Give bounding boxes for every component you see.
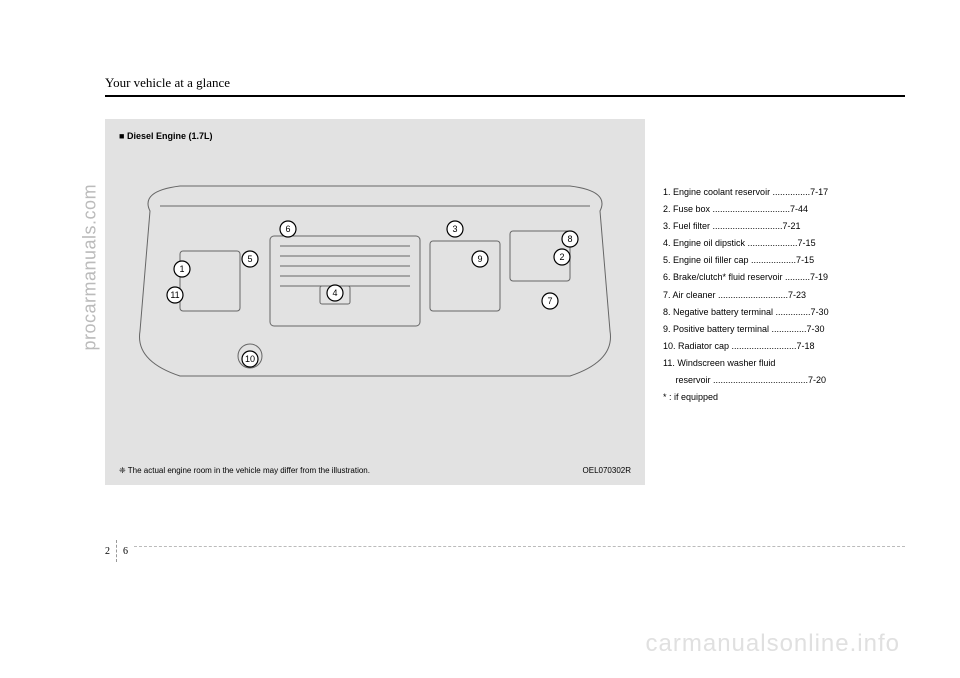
page-title: Your vehicle at a glance	[105, 75, 905, 97]
callout-label-6: 6	[285, 224, 290, 234]
chapter-number: 2	[105, 546, 114, 557]
list-item: 8. Negative battery terminal ...........…	[663, 304, 903, 321]
footnote-text: The actual engine room in the vehicle ma…	[128, 466, 370, 475]
engine-label: ■ Diesel Engine (1.7L)	[119, 131, 631, 141]
list-item: 11. Windscreen washer fluid reservoir ..…	[663, 355, 903, 389]
footer-dashed-line	[134, 546, 905, 547]
callout-label-3: 3	[452, 224, 457, 234]
figure-panel: ■ Diesel Engine (1.7L) 1 2 3	[105, 119, 645, 485]
list-item: 3. Fuel filter .........................…	[663, 218, 903, 235]
figure-footnote: ❈ The actual engine room in the vehicle …	[119, 466, 631, 475]
page-number: 6	[119, 546, 128, 557]
watermark-bottom: carmanualsonline.info	[646, 630, 900, 658]
list-item: 9. Positive battery terminal ...........…	[663, 321, 903, 338]
parts-list: 1. Engine coolant reservoir ............…	[663, 119, 903, 485]
list-item: 6. Brake/clutch* fluid reservoir .......…	[663, 269, 903, 286]
callout-label-8: 8	[567, 234, 572, 244]
list-item: 7. Air cleaner .........................…	[663, 287, 903, 304]
watermark-left: procarmanuals.com	[80, 184, 101, 351]
content-row: ■ Diesel Engine (1.7L) 1 2 3	[105, 119, 905, 485]
footnote-prefix: ❈	[119, 466, 126, 475]
callout-label-11: 11	[170, 290, 179, 300]
figure-code: OEL070302R	[583, 466, 631, 475]
callout-label-1: 1	[179, 264, 184, 274]
callout-label-9: 9	[477, 254, 482, 264]
page-number-box: 2 6	[105, 540, 128, 562]
label-prefix: ■	[119, 131, 124, 141]
list-item: 5. Engine oil filler cap ...............…	[663, 252, 903, 269]
page-content: Your vehicle at a glance ■ Diesel Engine…	[105, 75, 905, 485]
engine-diagram: 1 2 3 4 5 6 7 8 9 10 11	[119, 151, 631, 411]
callout-label-5: 5	[247, 254, 252, 264]
label-text: Diesel Engine (1.7L)	[127, 131, 213, 141]
list-item: 2. Fuse box ............................…	[663, 201, 903, 218]
callout-label-10: 10	[245, 354, 255, 364]
list-item: 10. Radiator cap .......................…	[663, 338, 903, 355]
equipped-note: * : if equipped	[663, 389, 903, 406]
callout-label-2: 2	[559, 252, 564, 262]
callout-label-7: 7	[547, 296, 552, 306]
page-footer: 2 6	[105, 540, 905, 562]
callout-label-4: 4	[332, 288, 337, 298]
list-item: 1. Engine coolant reservoir ............…	[663, 184, 903, 201]
page-divider	[116, 540, 117, 562]
list-item: 4. Engine oil dipstick .................…	[663, 235, 903, 252]
